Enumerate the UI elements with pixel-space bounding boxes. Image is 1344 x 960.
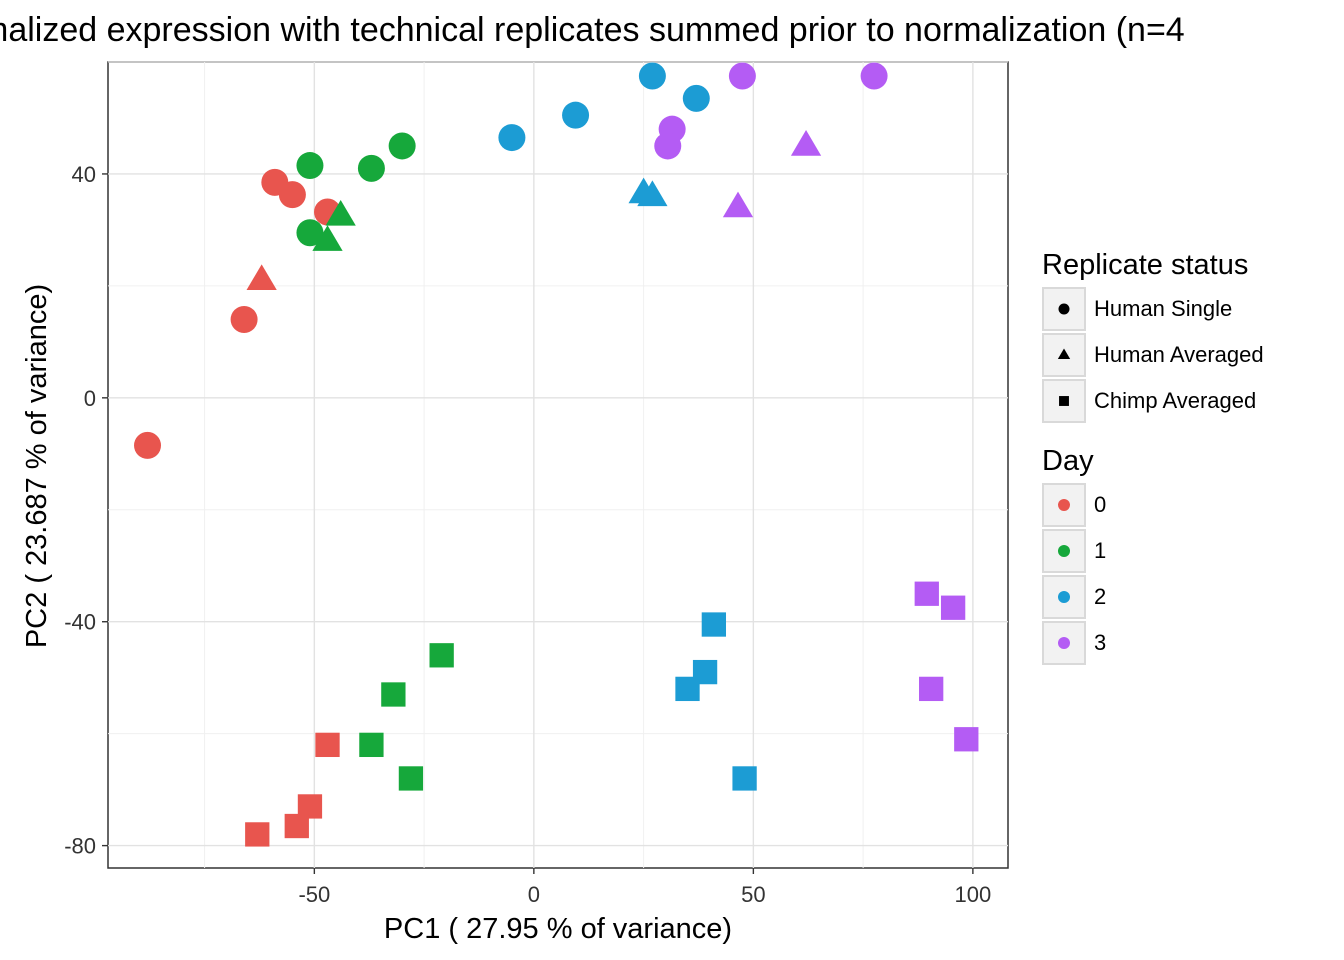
data-point-square-day-3: [940, 595, 966, 620]
data-point-triangle-day-3: [790, 130, 822, 156]
legend: Replicate status Human Single Human Averag…: [1042, 248, 1342, 686]
data-point-square-day-2: [732, 766, 757, 791]
data-point-square-day-0: [245, 822, 270, 847]
legend-key: [1042, 287, 1086, 331]
legend-symbol: [1058, 303, 1070, 315]
data-point-triangle-day-3: [722, 191, 754, 218]
data-point-circle-day-2: [638, 62, 666, 90]
data-point-circle-day-1: [296, 219, 324, 247]
legend-item: Human Single: [1042, 286, 1342, 332]
legend-label: 1: [1094, 538, 1107, 563]
data-point-square-day-0: [315, 732, 340, 758]
data-point-circle-day-1: [388, 132, 416, 160]
legend-label: 0: [1094, 492, 1107, 517]
legend-label: 3: [1094, 630, 1107, 655]
x-tick-label: -50: [298, 882, 330, 907]
legend-item: 3: [1042, 620, 1342, 666]
data-point-square-day-3: [919, 676, 944, 702]
data-point-circle-day-3: [654, 132, 682, 160]
x-tick-label: 50: [741, 882, 765, 907]
legend-label: 2: [1094, 584, 1107, 609]
legend-symbol: [1059, 396, 1069, 406]
data-point-square-day-1: [429, 643, 454, 668]
legend-item: 0: [1042, 482, 1342, 528]
data-point-circle-day-0: [230, 305, 258, 333]
legend-symbol: [1058, 499, 1070, 511]
legend-item: Chimp Averaged: [1042, 378, 1342, 424]
legend-label: Human Averaged: [1094, 342, 1264, 367]
data-point-square-day-2: [675, 676, 700, 702]
legend-symbol-circle: [1058, 499, 1070, 511]
data-point-circle-day-1: [296, 152, 324, 180]
legend-symbol: [1058, 637, 1070, 649]
data-point-square-day-1: [398, 766, 424, 791]
plot-panel: [107, 61, 1009, 869]
y-tick-label: -80: [64, 834, 96, 859]
y-tick-label: -40: [64, 610, 96, 635]
data-point-circle-day-0: [134, 431, 162, 459]
legend-key: [1042, 379, 1086, 423]
data-point-square-day-3: [914, 581, 939, 606]
legend-key: [1042, 621, 1086, 665]
legend-symbol-circle: [1058, 303, 1070, 315]
data-point-square-day-2: [701, 612, 727, 637]
x-tick-label: 0: [528, 882, 540, 907]
legend-symbol-triangle: [1057, 348, 1071, 359]
data-points: [134, 62, 979, 847]
data-point-square-day-3: [954, 727, 979, 752]
legend-symbol: [1057, 348, 1071, 359]
legend-symbol: [1058, 591, 1070, 603]
data-point-triangle-day-0: [246, 264, 277, 291]
data-point-square-day-1: [381, 682, 406, 707]
legend-item: 1: [1042, 528, 1342, 574]
data-point-triangle-day-1: [325, 200, 356, 226]
legend-label: Chimp Averaged: [1094, 388, 1257, 413]
legend-item: 2: [1042, 574, 1342, 620]
x-tick-label: 100: [955, 882, 992, 907]
legend-key: [1042, 333, 1086, 377]
data-point-circle-day-1: [357, 154, 385, 182]
legend-symbol-circle: [1058, 591, 1070, 603]
legend-item: Human Averaged: [1042, 332, 1342, 378]
legend-title: Day: [1042, 445, 1094, 477]
data-point-circle-day-3: [860, 62, 888, 90]
data-point-circle-day-3: [728, 62, 756, 90]
y-tick-label: 0: [84, 386, 96, 411]
legend-key: [1042, 483, 1086, 527]
axis-ticks: -50 0 50 100 -80 -40 0 40: [64, 162, 991, 907]
legend-symbol-circle: [1058, 545, 1070, 557]
legend-title: Replicate status: [1042, 249, 1249, 281]
legend-symbol-square: [1059, 396, 1069, 406]
data-point-circle-day-2: [562, 101, 590, 129]
legend-key: [1042, 575, 1086, 619]
legend-label: Human Single: [1094, 296, 1233, 321]
legend-block-day: Day 0 1 2 3: [1042, 444, 1342, 666]
y-axis-label: PC2 ( 23.687 % of variance): [21, 284, 53, 648]
data-point-triangle-day-1: [312, 225, 343, 251]
data-point-square-day-0: [284, 813, 309, 839]
y-tick-label: 40: [72, 162, 96, 187]
legend-key: [1042, 529, 1086, 573]
legend-symbol-circle: [1058, 637, 1070, 649]
chart-title: malized expression with technical replic…: [0, 11, 1185, 49]
data-point-triangle-day-2: [637, 180, 668, 207]
x-axis-label: PC1 ( 27.95 % of variance): [384, 913, 732, 945]
data-point-circle-day-2: [682, 84, 710, 112]
legend-symbol: [1058, 545, 1070, 557]
data-point-square-day-1: [359, 732, 384, 758]
legend-block-replicate-status: Replicate status Human Single Human Averag…: [1042, 248, 1342, 424]
data-point-circle-day-2: [498, 124, 526, 152]
data-point-circle-day-0: [278, 181, 306, 209]
